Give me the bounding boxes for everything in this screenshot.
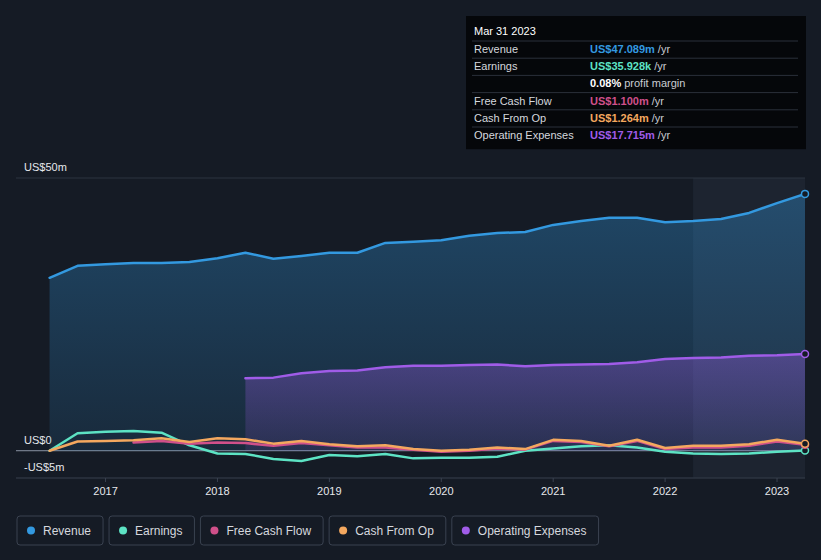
legend-item: Operating Expenses [452,516,599,545]
tooltip-value-text: US$1.264m [590,112,649,124]
tooltip-value: US$35.928k/yr [590,60,667,72]
y-tick-label: US$0 [24,434,52,446]
tooltip-unit: /yr [654,60,667,72]
end-point [802,351,809,358]
tooltip-unit: /yr [652,112,665,124]
y-tick-label: US$50m [24,161,67,173]
x-tick-label: 2020 [429,485,453,497]
x-tick [777,478,778,482]
tooltip-value-text: US$35.928k [590,60,652,72]
grid-line [16,478,805,479]
legend-label: Cash From Op [355,524,434,538]
area-fill [50,194,805,451]
end-point [802,441,809,448]
legend-dot [210,527,218,535]
tooltip-value: US$47.089m/yr [590,43,670,55]
y-tick-label: -US$5m [24,461,64,473]
legend-item: Revenue [17,516,103,545]
tooltip-label: Free Cash Flow [474,95,552,107]
tooltip-label: Operating Expenses [474,129,574,141]
legend-item: Free Cash Flow [200,516,323,545]
tooltip-value-text: US$17.715m [590,129,655,141]
x-tick-label: 2021 [541,485,565,497]
tooltip-value: 0.08%profit margin [590,77,685,89]
legend-dot [119,527,127,535]
tooltip-separator [472,127,798,128]
legend-box [200,516,323,545]
tooltip-separator [472,41,798,42]
series-line [50,194,805,278]
x-tick [329,478,330,482]
series-line [245,354,805,378]
x-tick [217,478,218,482]
legend-label: Earnings [135,524,182,538]
x-tick [553,478,554,482]
legend-item: Earnings [109,516,194,545]
legend-label: Revenue [43,524,91,538]
legend-item: Cash From Op [329,516,446,545]
tooltip-unit: profit margin [624,77,685,89]
x-tick-label: 2019 [317,485,341,497]
tooltip-separator [472,58,798,59]
tooltip-value: US$1.100m/yr [590,95,664,107]
x-tick-label: 2017 [93,485,117,497]
x-axis-line [16,478,805,479]
end-point [802,190,809,197]
tooltip-unit: /yr [658,129,671,141]
legend-box [17,516,103,545]
x-tick-label: 2022 [653,485,677,497]
legend-dot [27,527,35,535]
legend-dot [339,527,347,535]
series-line [50,431,805,461]
legend-dot [462,527,470,535]
legend-box [452,516,599,545]
legend-box [329,516,446,545]
tooltip-value: US$1.264m/yr [590,112,664,124]
tooltip-unit: /yr [658,43,671,55]
legend-label: Operating Expenses [478,524,587,538]
legend-box [109,516,194,545]
x-tick [665,478,666,482]
tooltip-separator [472,109,798,110]
tooltip-date: Mar 31 2023 [474,25,536,37]
chart: -US$5m US$0 US$50m 2017 2018 2019 2020 2021 2022… [0,0,821,560]
tooltip-value-text: US$47.089m [590,43,655,55]
end-point [802,440,809,447]
x-tick-label: 2023 [765,485,789,497]
grid-line [16,178,805,179]
tooltip-box [466,16,806,149]
legend-label: Free Cash Flow [226,524,311,538]
area-fill [245,354,805,451]
tooltip-label: Earnings [474,60,518,72]
data-group [50,194,805,461]
tooltip-value-text: 0.08% [590,77,621,89]
x-tick [441,478,442,482]
background [0,0,821,560]
tooltip-separator [472,92,798,93]
tooltip-label: Cash From Op [474,112,546,124]
x-tick-label: 2018 [205,485,229,497]
tooltip-value: US$17.715m/yr [590,129,670,141]
tooltip-value-text: US$1.100m [590,95,649,107]
tooltip: Mar 31 2023 Revenue US$47.089m/yr Earnings U… [466,16,806,149]
x-tick [105,478,106,482]
tooltip-unit: /yr [652,95,665,107]
tooltip-label: Revenue [474,43,518,55]
series-line [50,438,805,451]
tooltip-separator [472,75,798,76]
